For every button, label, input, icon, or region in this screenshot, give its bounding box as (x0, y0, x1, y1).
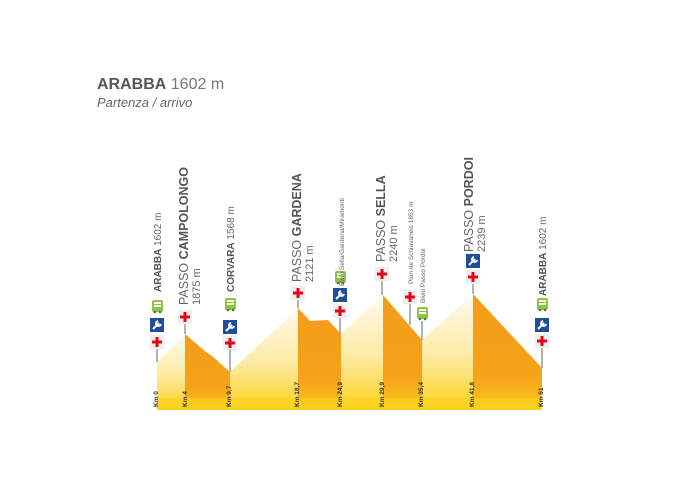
bus-icon (225, 298, 236, 312)
location-elevation: 1568 m (226, 206, 237, 242)
pass-name: GARDENA (290, 173, 304, 236)
descent-segment (298, 308, 341, 410)
pass-prefix: PASSO (374, 216, 388, 262)
cross-icon (150, 335, 164, 349)
start-subtitle: Partenza / arrivo (97, 95, 193, 110)
pass-elevation: 2121 m (304, 245, 316, 282)
cross-icon (291, 286, 305, 300)
km-label: Km 41,8 (469, 382, 476, 407)
start-elevation: 1602 m (170, 76, 225, 93)
start-place: ARABBA (97, 76, 167, 93)
km-label: Km 0 (153, 391, 160, 407)
pass-label: PASSO CAMPOLONGO (177, 167, 191, 305)
waypoint-label: Bivio Passo Pordoi (420, 248, 427, 303)
cross-icon (333, 304, 347, 318)
baseline-band (157, 398, 542, 410)
location-label: ARABBA 1602 m (153, 213, 164, 292)
waypoint-label: Pian de Schiavaneis 1853 m (408, 202, 415, 284)
descent-segment (473, 294, 542, 410)
bus-icon (152, 300, 163, 314)
ascent-segment (157, 334, 185, 410)
location-name: ARABBA (538, 253, 549, 296)
descent-segment (185, 334, 230, 410)
km-label: Km 18,7 (294, 382, 301, 407)
location-name: CORVARA (226, 242, 237, 292)
pass-name: SELLA (374, 175, 388, 216)
location-name: ARABBA (153, 249, 164, 292)
descent-segment (383, 295, 422, 410)
cross-icon (466, 270, 480, 284)
km-label: Km 51 (538, 387, 545, 407)
pass-prefix: PASSO (462, 206, 476, 252)
pass-prefix: PASSO (290, 236, 304, 282)
km-label: Km 35,4 (418, 382, 425, 407)
wrench-icon (535, 318, 549, 332)
ascent-segment (230, 308, 298, 410)
profile-point: Bivio Passo Pordoi Km 35,4 (417, 248, 428, 407)
pass-elevation: 2239 m (476, 215, 488, 252)
profile-point: ARABBA 1602 m Km 0 (150, 213, 164, 407)
start-title: ARABBA 1602 m (97, 76, 224, 94)
waypoint-label: Bivio Sella/Gardena/Miramonti (339, 198, 346, 286)
pass-prefix: PASSO (177, 259, 191, 305)
cross-icon (375, 267, 389, 281)
wrench-icon (223, 320, 237, 334)
ascent-segment (341, 295, 383, 410)
ascent-segment (422, 294, 473, 410)
km-label: Km 4 (182, 391, 189, 407)
pass-elevation: 2240 m (388, 225, 400, 262)
km-label: Km 29,9 (379, 382, 386, 407)
location-elevation: 1602 m (153, 213, 164, 249)
pass-elevation: 1875 m (191, 268, 203, 305)
location-elevation: 1602 m (538, 217, 549, 253)
bus-icon (335, 271, 346, 285)
pass-name: PORDOI (462, 157, 476, 206)
wrench-icon (333, 288, 347, 302)
km-label: Km 9,7 (226, 385, 233, 407)
wrench-icon (150, 318, 164, 332)
cross-icon (535, 334, 549, 348)
bus-icon (417, 307, 428, 321)
wrench-icon (466, 254, 480, 268)
profile-point: Bivio Sella/Gardena/Miramonti Km 24,9 (333, 198, 347, 407)
bus-icon (537, 298, 548, 312)
pass-name: CAMPOLONGO (177, 167, 191, 260)
cross-icon (223, 336, 237, 350)
location-label: CORVARA 1568 m (226, 206, 237, 292)
km-label: Km 24,9 (337, 382, 344, 407)
cross-icon (178, 310, 192, 324)
profile-point: Pian de Schiavaneis 1853 m (403, 202, 417, 325)
pass-label: PASSO GARDENA (290, 173, 304, 282)
pass-label: PASSO PORDOI (462, 157, 476, 252)
location-label: ARABBA 1602 m (538, 217, 549, 296)
profile-point: CORVARA 1568 m Km 9,7 (223, 206, 237, 407)
profile-point: ARABBA 1602 m Km 51 (535, 217, 549, 407)
pass-label: PASSO SELLA (374, 175, 388, 262)
cross-icon (403, 290, 417, 304)
